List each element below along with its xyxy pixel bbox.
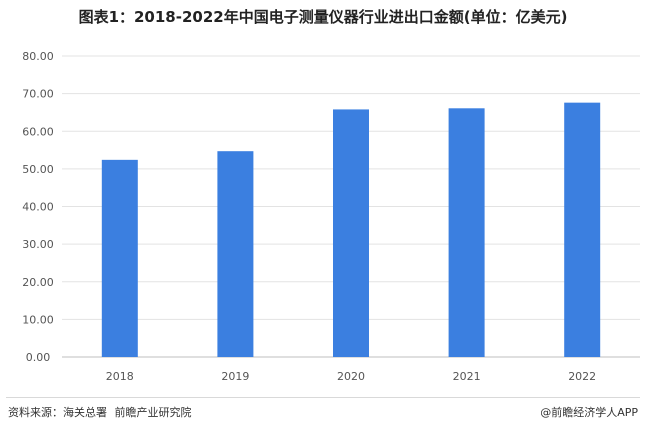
bar-2018 (101, 159, 138, 357)
brand-credit: @前瞻经济学人APP (540, 406, 638, 419)
source-note: 资料来源：海关总署 前瞻产业研究院 (8, 404, 192, 420)
y-tick-label: 30.00 (22, 238, 54, 251)
bar-2021 (448, 108, 485, 357)
source-publisher: 前瞻产业研究院 (114, 406, 192, 419)
y-tick-label: 10.00 (22, 313, 54, 326)
y-axis-ticks: 0.00 10.00 20.00 30.00 40.00 50.00 60.00 70.00 8… (22, 50, 54, 364)
y-tick-label: 20.00 (22, 276, 54, 289)
y-tick-label: 40.00 (22, 201, 54, 214)
x-tick-label: 2020 (337, 370, 365, 383)
footer-divider (6, 397, 640, 398)
x-tick-label: 2022 (568, 370, 596, 383)
bar-2019 (217, 151, 254, 357)
x-tick-label: 2021 (453, 370, 481, 383)
y-tick-label: 0.00 (26, 351, 51, 364)
chart-title: 图表1：2018-2022年中国电子测量仪器行业进出口金额(单位：亿美元) (78, 8, 568, 26)
source-label: 资料来源：海关总署 (8, 406, 107, 419)
bar-2020 (333, 109, 369, 358)
bars (101, 102, 601, 358)
x-axis-ticks: 2018 2019 2020 2021 2022 (106, 370, 596, 383)
y-tick-label: 50.00 (22, 163, 54, 176)
y-tick-label: 80.00 (22, 50, 54, 63)
y-tick-label: 60.00 (22, 125, 54, 138)
bar-2022 (564, 102, 601, 357)
x-tick-label: 2019 (221, 370, 249, 383)
x-tick-label: 2018 (106, 370, 134, 383)
bar-chart: 0.00 10.00 20.00 30.00 40.00 50.00 60.00 70.00 8… (22, 50, 640, 383)
y-tick-label: 70.00 (22, 88, 54, 101)
